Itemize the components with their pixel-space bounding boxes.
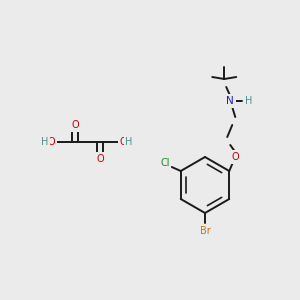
Text: O: O <box>47 137 55 147</box>
Text: O: O <box>120 137 127 147</box>
Text: H: H <box>41 137 49 147</box>
Text: Br: Br <box>200 226 210 236</box>
Text: N: N <box>226 96 234 106</box>
Text: H: H <box>244 96 252 106</box>
Text: H: H <box>125 137 133 147</box>
Text: Cl: Cl <box>160 158 169 168</box>
Text: O: O <box>96 154 104 164</box>
Text: O: O <box>71 120 79 130</box>
Text: O: O <box>231 152 239 162</box>
